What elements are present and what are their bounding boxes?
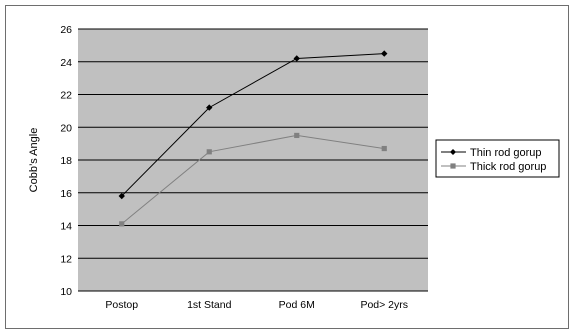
y-tick-label: 10 bbox=[60, 286, 72, 298]
gridlines bbox=[78, 28, 428, 292]
legend-label-thick-rod: Thick rod gorup bbox=[470, 161, 546, 173]
series-line-0 bbox=[121, 53, 385, 197]
y-tick-label: 20 bbox=[60, 122, 72, 134]
data-point-0-0 bbox=[118, 192, 125, 200]
x-tick-label: Postop bbox=[105, 299, 138, 311]
x-tick-labels: Postop 1st Stand Pod 6M Pod> 2yrs bbox=[105, 299, 408, 311]
y-tick-labels: 10 12 14 16 18 20 22 24 26 bbox=[60, 24, 72, 298]
data-point-0-3 bbox=[381, 50, 388, 57]
legend: Thin rod gorup Thick rod gorup bbox=[435, 139, 560, 178]
series-line-1 bbox=[121, 134, 385, 225]
data-point-0-2 bbox=[293, 55, 300, 62]
data-point-1-1 bbox=[206, 149, 212, 155]
y-tick-label: 22 bbox=[60, 90, 72, 102]
data-point-0-1 bbox=[206, 104, 213, 111]
data-point-1-3 bbox=[381, 145, 387, 152]
y-tick-label: 24 bbox=[60, 57, 72, 69]
legend-marker-thin-rod bbox=[450, 149, 456, 155]
y-tick-label: 12 bbox=[60, 253, 72, 265]
y-tick-label: 26 bbox=[60, 24, 72, 36]
y-tick-label: 16 bbox=[60, 188, 72, 200]
y-tick-label: 18 bbox=[60, 155, 72, 167]
line-chart: 10 12 14 16 18 20 22 24 26 Postop 1st Stand Pod 6M… bbox=[28, 24, 560, 311]
legend-marker-thick-rod bbox=[450, 163, 456, 169]
series-layer bbox=[118, 50, 388, 227]
data-point-1-0 bbox=[119, 221, 125, 227]
chart-frame: 10 12 14 16 18 20 22 24 26 Postop 1st Stand Pod 6M… bbox=[5, 5, 569, 329]
y-axis-title: Cobb’s Angle bbox=[28, 128, 40, 193]
legend-label-thin-rod: Thin rod gorup bbox=[470, 147, 542, 159]
data-point-1-2 bbox=[294, 132, 300, 139]
x-tick-label: Pod 6M bbox=[279, 299, 315, 311]
y-tick-label: 14 bbox=[60, 221, 72, 233]
x-tick-label: Pod> 2yrs bbox=[360, 299, 408, 311]
legend-box bbox=[435, 139, 560, 178]
x-tick-label: 1st Stand bbox=[187, 299, 232, 311]
